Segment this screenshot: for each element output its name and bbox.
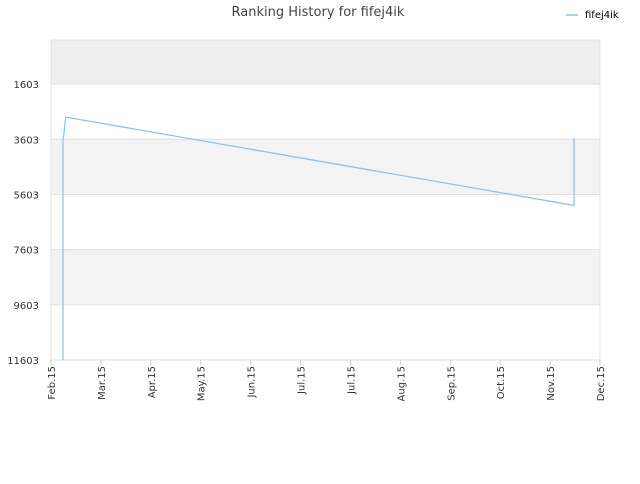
x-tick-label: Dec.15 [596,366,607,401]
y-tick-label: 7603 [14,246,39,257]
x-tick-label: Feb.15 [47,366,58,400]
band [51,194,600,250]
x-tick-label: Jul.15 [346,366,357,395]
y-tick-label: 11603 [7,356,39,367]
x-tick-label: Oct.15 [496,366,507,399]
x-tick-label: Mar.15 [97,366,108,400]
x-tick-label: Aug.15 [396,366,407,401]
x-tick-label: May.15 [197,366,208,401]
line [62,116,575,360]
band [51,84,600,140]
band [51,249,600,305]
band [51,40,600,85]
band [51,304,600,360]
band [51,139,600,195]
chart-title: Ranking History for fifej4ik [232,5,405,20]
y-tick-label: 9603 [14,301,39,312]
x-tick-label: Jun.15 [247,366,258,399]
x-tick-label: Jul.15 [297,366,308,395]
y-tick-label: 5603 [14,190,39,201]
y-tick-label: 1603 [14,80,39,91]
x-tick-label: Apr.15 [147,366,158,398]
x-tick-label: Nov.15 [546,366,557,401]
y-tick-label: 3603 [14,135,39,146]
x-tick-label: Sep.15 [446,366,457,401]
legend-label: fifej4ik [585,10,619,21]
